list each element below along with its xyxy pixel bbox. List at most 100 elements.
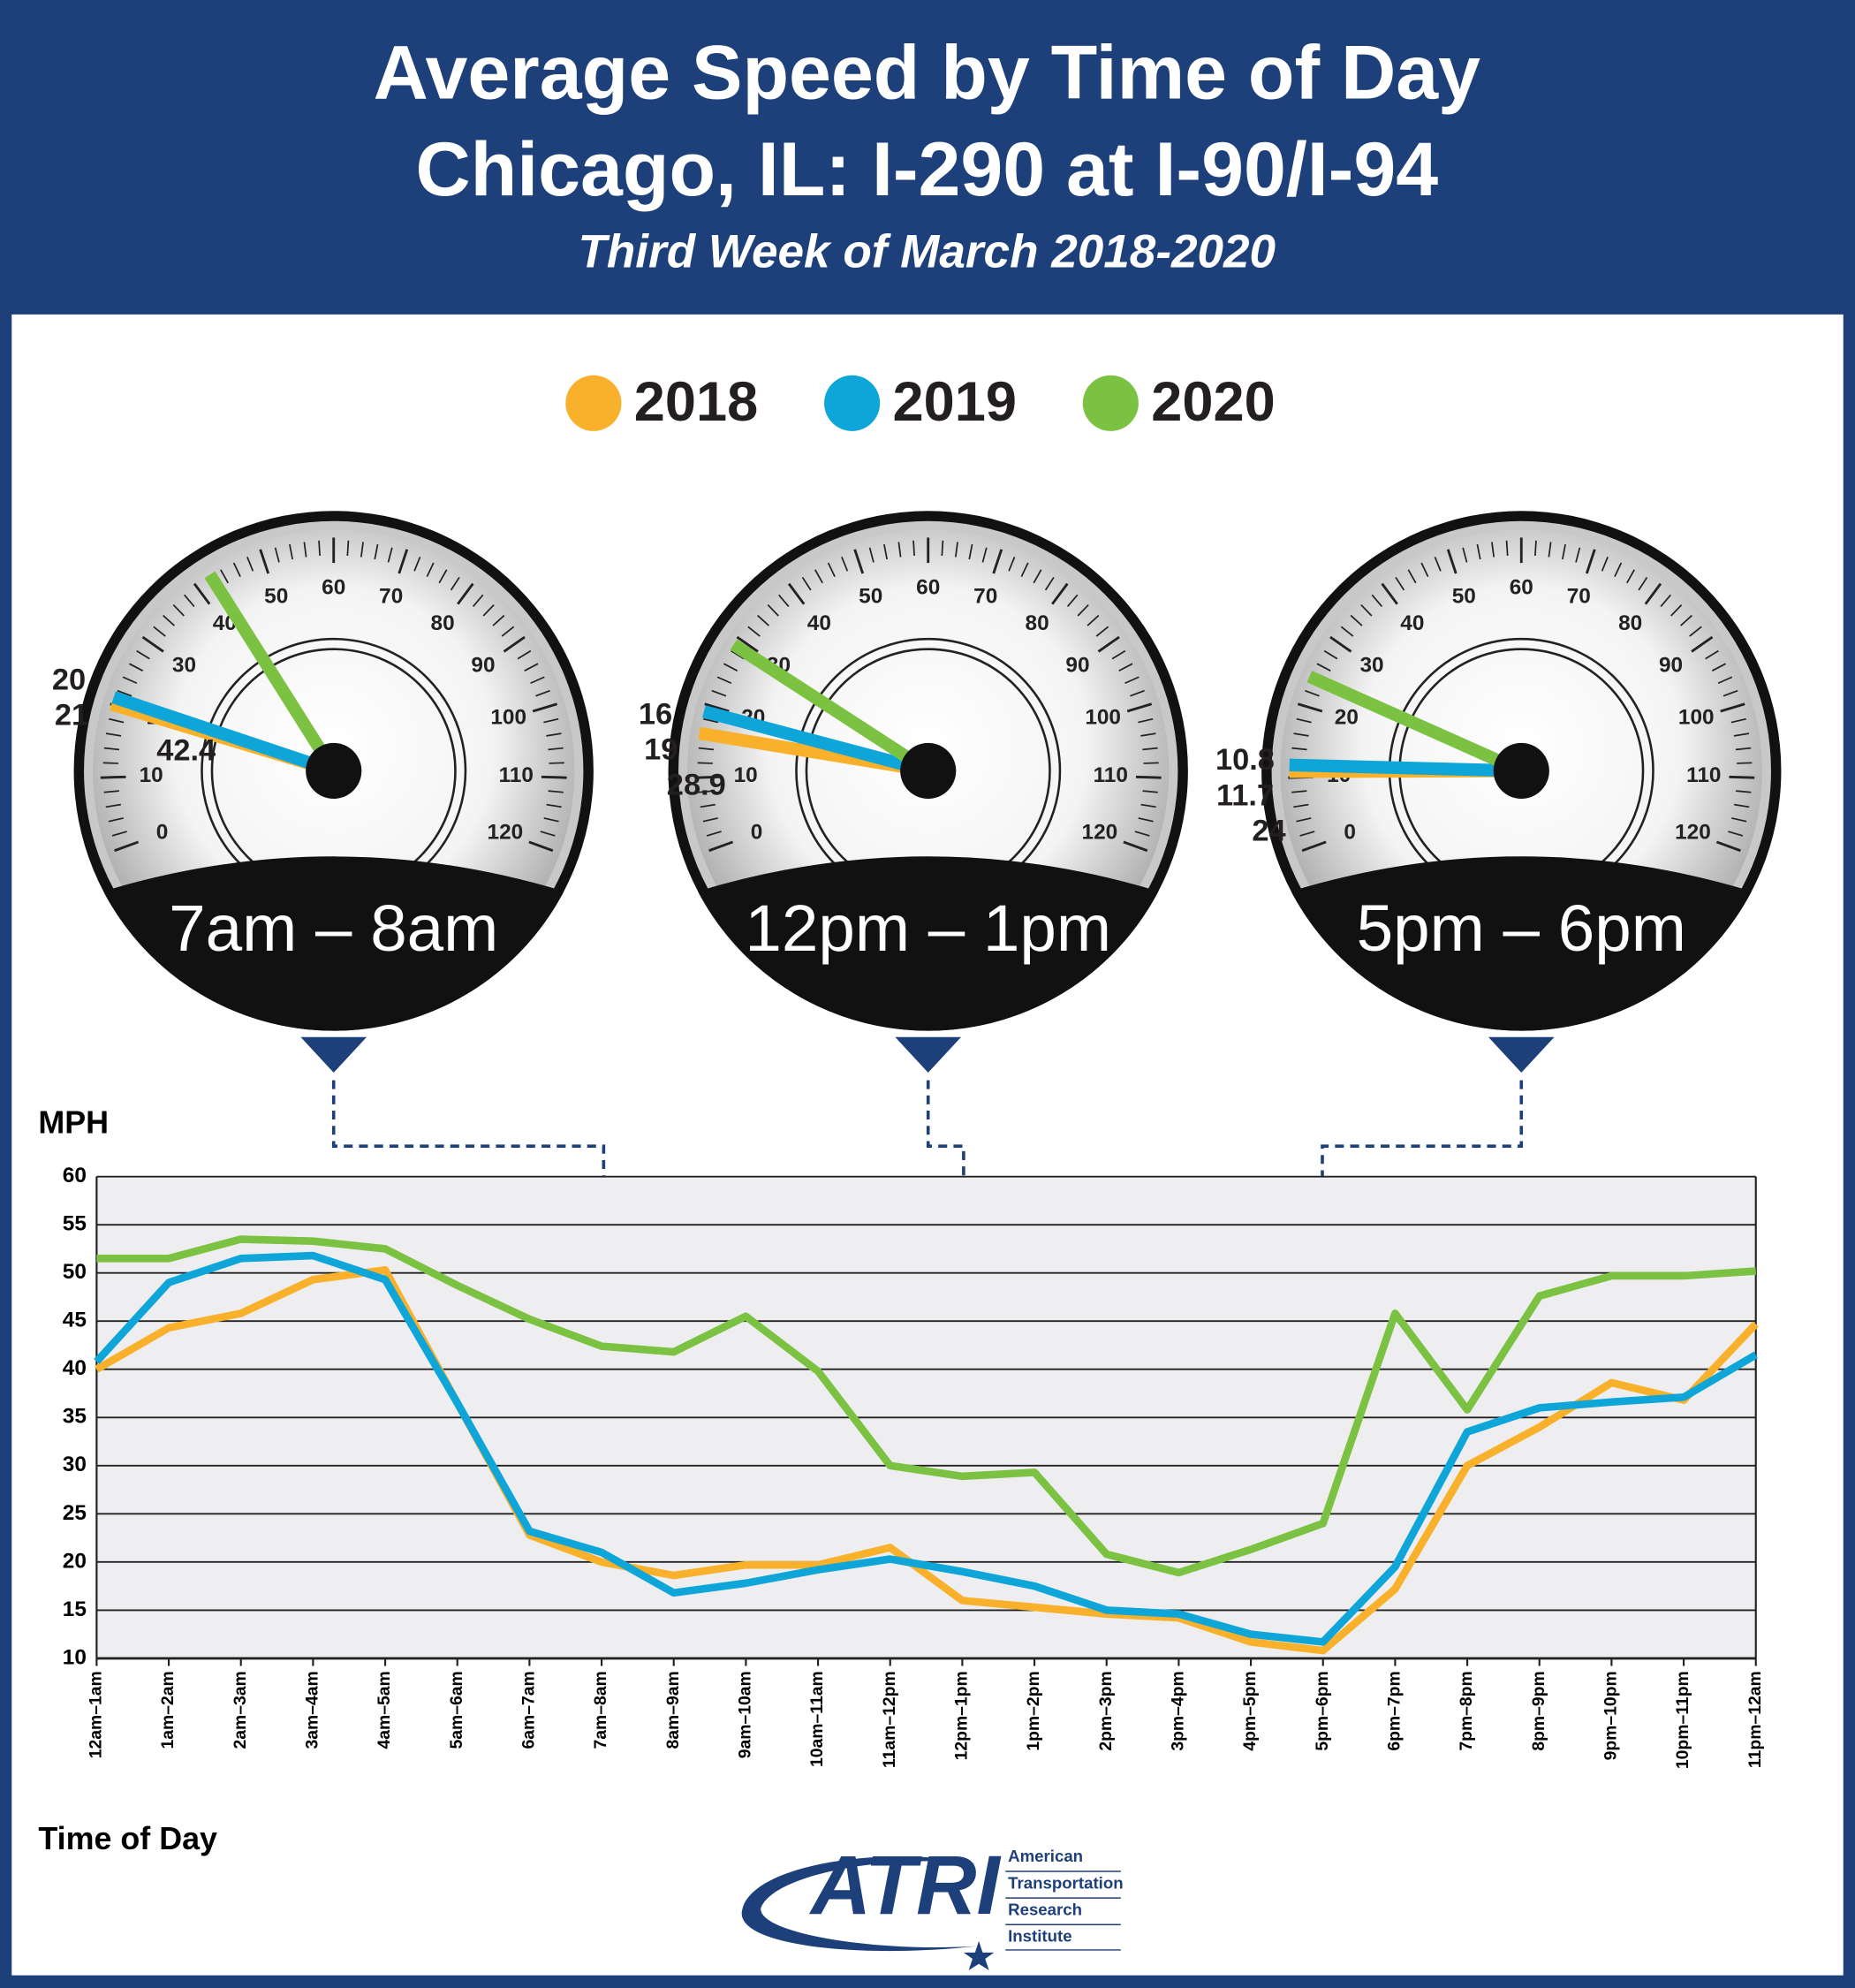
gauge-minor-tick	[530, 676, 545, 685]
gauge-minor-tick	[1601, 556, 1609, 572]
logo-text: Research	[1008, 1900, 1082, 1918]
gauge-tick	[503, 635, 526, 653]
gauge-minor-tick	[698, 747, 715, 751]
gauge-minor-tick	[136, 649, 150, 660]
gauge-minor-tick	[1711, 663, 1726, 672]
needle	[1289, 758, 1522, 778]
gauge-tick-label: 70	[1567, 585, 1591, 609]
series-line	[96, 1235, 1757, 1577]
gauge-tick-label: 60	[916, 575, 940, 599]
gauge-tick	[193, 582, 211, 605]
gauge-minor-tick	[897, 542, 902, 558]
x-tick-label: 7pm–8pm	[1457, 1671, 1476, 1750]
gauge-minor-tick	[274, 547, 280, 563]
logo-text: Institute	[1008, 1927, 1072, 1946]
gauge-tick-label: 30	[172, 653, 196, 677]
x-tick-label: 6pm–7pm	[1385, 1671, 1404, 1750]
gauge-tick-label: 120	[1082, 821, 1118, 845]
x-tick-label: 9am–10am	[736, 1671, 755, 1758]
y-tick-label: 45	[63, 1309, 87, 1332]
gauge-minor-tick	[1548, 542, 1552, 558]
x-axis-label: Time of Day	[38, 1821, 217, 1856]
gauge-tick-label: 70	[973, 585, 997, 609]
logo-mark: ATRI	[809, 1839, 1002, 1932]
gauge-minor-tick	[1296, 817, 1312, 823]
gauge-minor-tick	[413, 556, 421, 572]
gauge-minor-tick	[1420, 562, 1429, 577]
needle-label: 21	[55, 699, 88, 732]
y-tick-label: 20	[63, 1549, 87, 1573]
gauge-tick	[532, 702, 558, 713]
legend-swatch	[1082, 375, 1139, 431]
gauge-minor-tick	[492, 614, 505, 626]
gauge-minor-tick	[129, 663, 144, 672]
gauge-minor-tick	[1705, 649, 1719, 660]
gauge-tick-label: 120	[1675, 821, 1711, 845]
gauge-minor-tick	[246, 556, 254, 572]
gauge-minor-tick	[1111, 649, 1126, 660]
gauge-tick-label: 80	[431, 611, 455, 635]
gauge-tick	[1720, 702, 1745, 713]
gauge-tick	[1126, 702, 1153, 713]
gauge-tick	[1715, 840, 1741, 853]
gauge-minor-tick	[883, 543, 889, 560]
gauge-minor-tick	[702, 817, 718, 823]
gauge-tick	[259, 549, 270, 574]
gauge-tick	[1585, 549, 1596, 574]
gauge-band	[698, 856, 1159, 1031]
gauge-minor-tick	[1462, 547, 1468, 563]
gauge-minor-tick	[968, 543, 973, 560]
series-line	[95, 1266, 1759, 1655]
gauge-tick	[1123, 840, 1148, 853]
x-tick-label: 9pm–10pm	[1601, 1671, 1621, 1760]
gauge-minor-tick	[767, 603, 779, 617]
gauge-minor-tick	[1008, 556, 1016, 572]
gauge-minor-tick	[108, 817, 124, 823]
x-tick-label: 2pm–3pm	[1096, 1671, 1116, 1750]
gauge-minor-tick	[472, 594, 484, 608]
gauge-minor-tick	[1476, 543, 1481, 560]
gauge-minor-tick	[801, 576, 812, 591]
gauge-minor-tick	[426, 562, 435, 577]
x-tick-label: 12am–1am	[87, 1671, 106, 1758]
logo: ATRI American Transportation Research In…	[741, 1839, 1124, 1970]
x-tick-label: 1am–2am	[158, 1671, 178, 1749]
gauge-minor-tick	[117, 689, 132, 697]
gauge-minor-tick	[122, 676, 138, 685]
gauge-hub	[900, 742, 957, 800]
gauge-minor-tick	[1626, 569, 1635, 584]
needle-label: 19	[644, 733, 678, 767]
gauge-tick-label: 110	[1686, 763, 1721, 787]
gauge-minor-tick	[501, 626, 515, 637]
gauge-minor-tick	[912, 540, 915, 557]
x-tick-label: 4pm–5pm	[1240, 1671, 1260, 1750]
gauge-minor-tick	[1140, 803, 1156, 808]
gauge-minor-tick	[1118, 663, 1133, 672]
gauge-tick-label: 0	[751, 821, 763, 845]
gauge-minor-tick	[1722, 689, 1738, 697]
x-tick-label: 6am–7am	[519, 1671, 539, 1749]
gauge-minor-tick	[1124, 676, 1140, 685]
gauge-minor-tick	[163, 614, 175, 626]
gauge-minor-tick	[1733, 732, 1750, 737]
gauge-minor-tick	[1033, 569, 1042, 584]
gauge-minor-tick	[232, 562, 241, 577]
gauge-minor-tick	[346, 540, 350, 557]
y-axis-label: MPH	[38, 1104, 109, 1140]
gauge-minor-tick	[153, 626, 166, 637]
gauge-tick-label: 60	[1510, 575, 1533, 599]
gauge-minor-tick	[1689, 626, 1702, 637]
gauge-minor-tick	[1316, 663, 1331, 672]
x-tick-label: 8pm–9pm	[1529, 1671, 1548, 1750]
gauge-minor-tick	[548, 790, 564, 793]
gauge-minor-tick	[698, 790, 714, 793]
gauge-tick	[1301, 840, 1327, 853]
needle	[1306, 671, 1525, 778]
gauge-tick	[114, 840, 140, 853]
gauge-minor-tick	[827, 562, 836, 577]
gauge-tick-label: 50	[1452, 585, 1476, 609]
gauge-tick-label: 120	[488, 821, 524, 845]
gauge-minor-tick	[1086, 614, 1100, 626]
gauge-minor-tick	[757, 614, 769, 626]
